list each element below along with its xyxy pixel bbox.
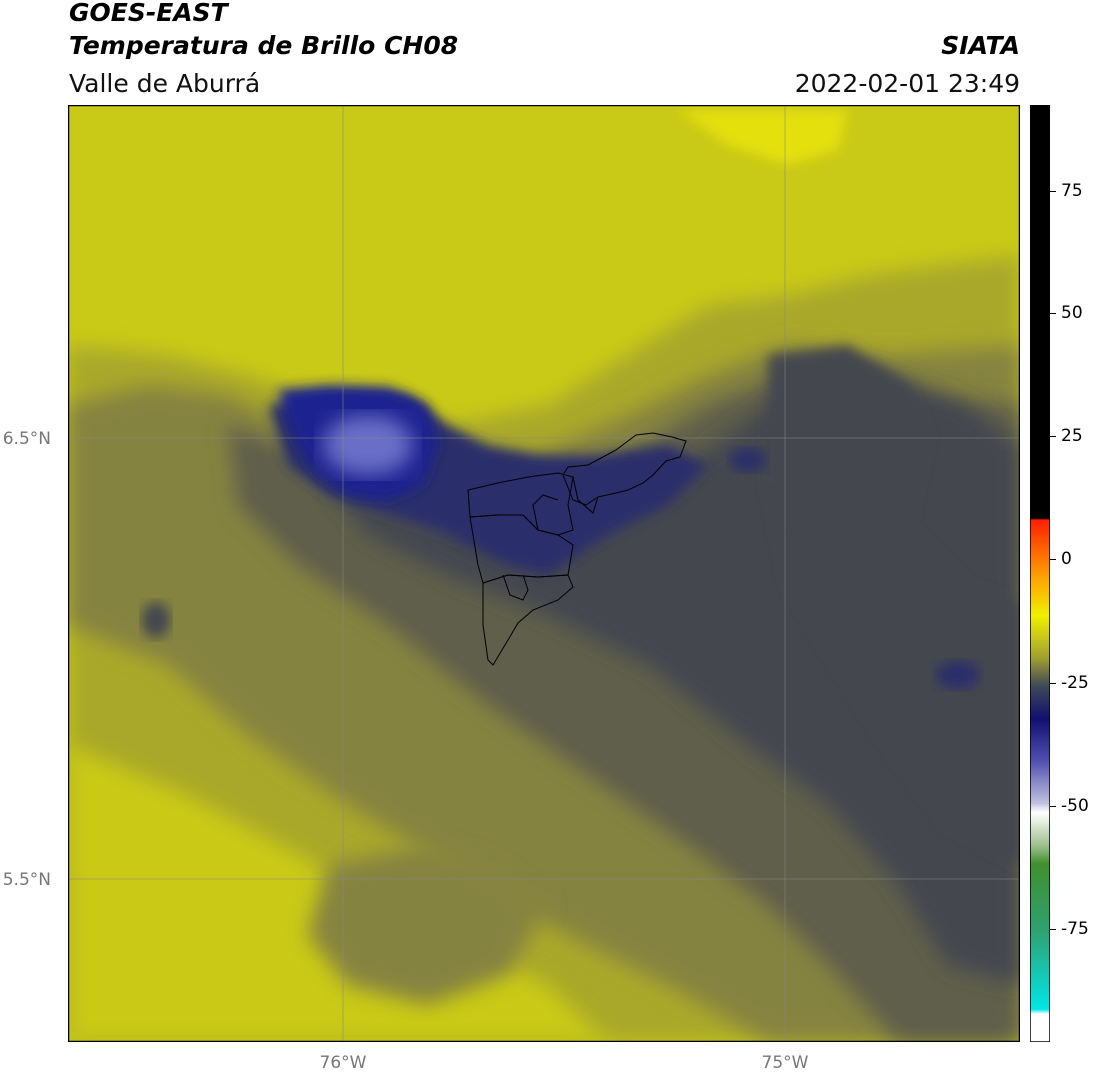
slate-east	[768, 345, 1020, 865]
map-title: GOES-EAST	[69, 0, 228, 27]
lat-label-6-5: 6.5°N	[2, 429, 51, 449]
region-label: Valle de Aburrá	[69, 69, 261, 98]
cell-east	[730, 448, 766, 472]
cell-south	[936, 661, 980, 689]
colorbar-label: 75	[1061, 181, 1083, 201]
brightness-temperature-map	[68, 105, 1020, 1042]
boundary-south	[482, 574, 574, 666]
colorbar-tick	[1050, 191, 1056, 192]
colorbar-tick	[1050, 806, 1056, 807]
colorbar-label: 50	[1061, 303, 1083, 323]
timestamp: 2022-02-01 23:49	[794, 69, 1020, 98]
high-temp-patch	[678, 110, 848, 165]
colorbar-label: 25	[1061, 426, 1083, 446]
colorbar-label: 0	[1061, 549, 1072, 569]
boundary-north	[562, 432, 687, 506]
colorbar	[1030, 105, 1050, 1042]
colorbar-tick	[1050, 683, 1056, 684]
boundary-inner-2	[532, 494, 559, 531]
product-title: Temperatura de Brillo CH08	[69, 31, 459, 60]
boundary-inner-3	[572, 476, 599, 514]
lon-label-76: 76°W	[319, 1053, 367, 1073]
colorbar-tick	[1050, 929, 1056, 930]
lon-label-75: 75°W	[761, 1053, 809, 1073]
boundary-inner-1	[502, 574, 529, 601]
lat-label-5-5: 5.5°N	[2, 870, 51, 890]
olive-south-blotch	[308, 845, 548, 1005]
core-center	[323, 415, 413, 475]
cell-west	[142, 602, 170, 638]
boundary-center	[469, 514, 574, 584]
colorbar-tick	[1050, 559, 1056, 560]
colorbar-label: -50	[1061, 796, 1089, 816]
colorbar-tick	[1050, 436, 1056, 437]
colorbar-tick	[1050, 313, 1056, 314]
colorbar-label: -25	[1061, 673, 1089, 693]
municipal-boundaries	[467, 432, 687, 666]
agency-label: SIATA	[941, 31, 1020, 60]
colorbar-label: -75	[1061, 919, 1089, 939]
